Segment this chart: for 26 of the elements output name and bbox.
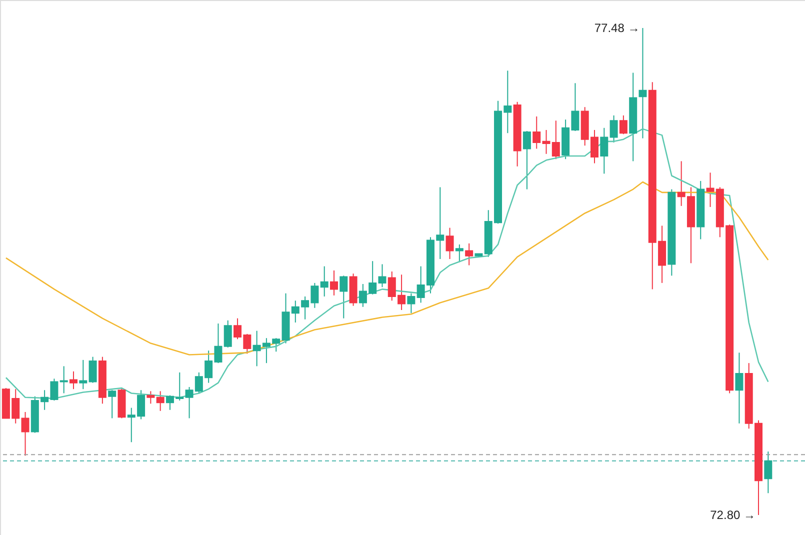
candlestick (600, 127, 608, 174)
candlestick (735, 352, 744, 424)
candlestick (407, 292, 416, 314)
annotation: 72.80 → (710, 508, 756, 522)
candlestick (446, 227, 454, 260)
candlestick (146, 390, 155, 404)
candlestick (60, 366, 68, 394)
candlestick (455, 244, 464, 263)
candlestick (88, 356, 97, 384)
candlestick (764, 451, 772, 494)
candlestick (21, 411, 30, 456)
candlestick (156, 390, 164, 412)
candlestick (610, 114, 618, 143)
candlestick (320, 266, 328, 297)
candlestick (522, 130, 531, 190)
candlestick (619, 114, 628, 135)
candlestick (638, 28, 647, 139)
candlestick (532, 116, 541, 150)
candlestick (330, 270, 338, 296)
candlestick (70, 370, 78, 390)
candlestick (340, 275, 348, 319)
candlestick (79, 359, 88, 390)
candlestick (224, 320, 232, 348)
annotation: 77.48 → (594, 21, 640, 35)
candlestick (108, 390, 116, 419)
candlestick (465, 242, 474, 266)
